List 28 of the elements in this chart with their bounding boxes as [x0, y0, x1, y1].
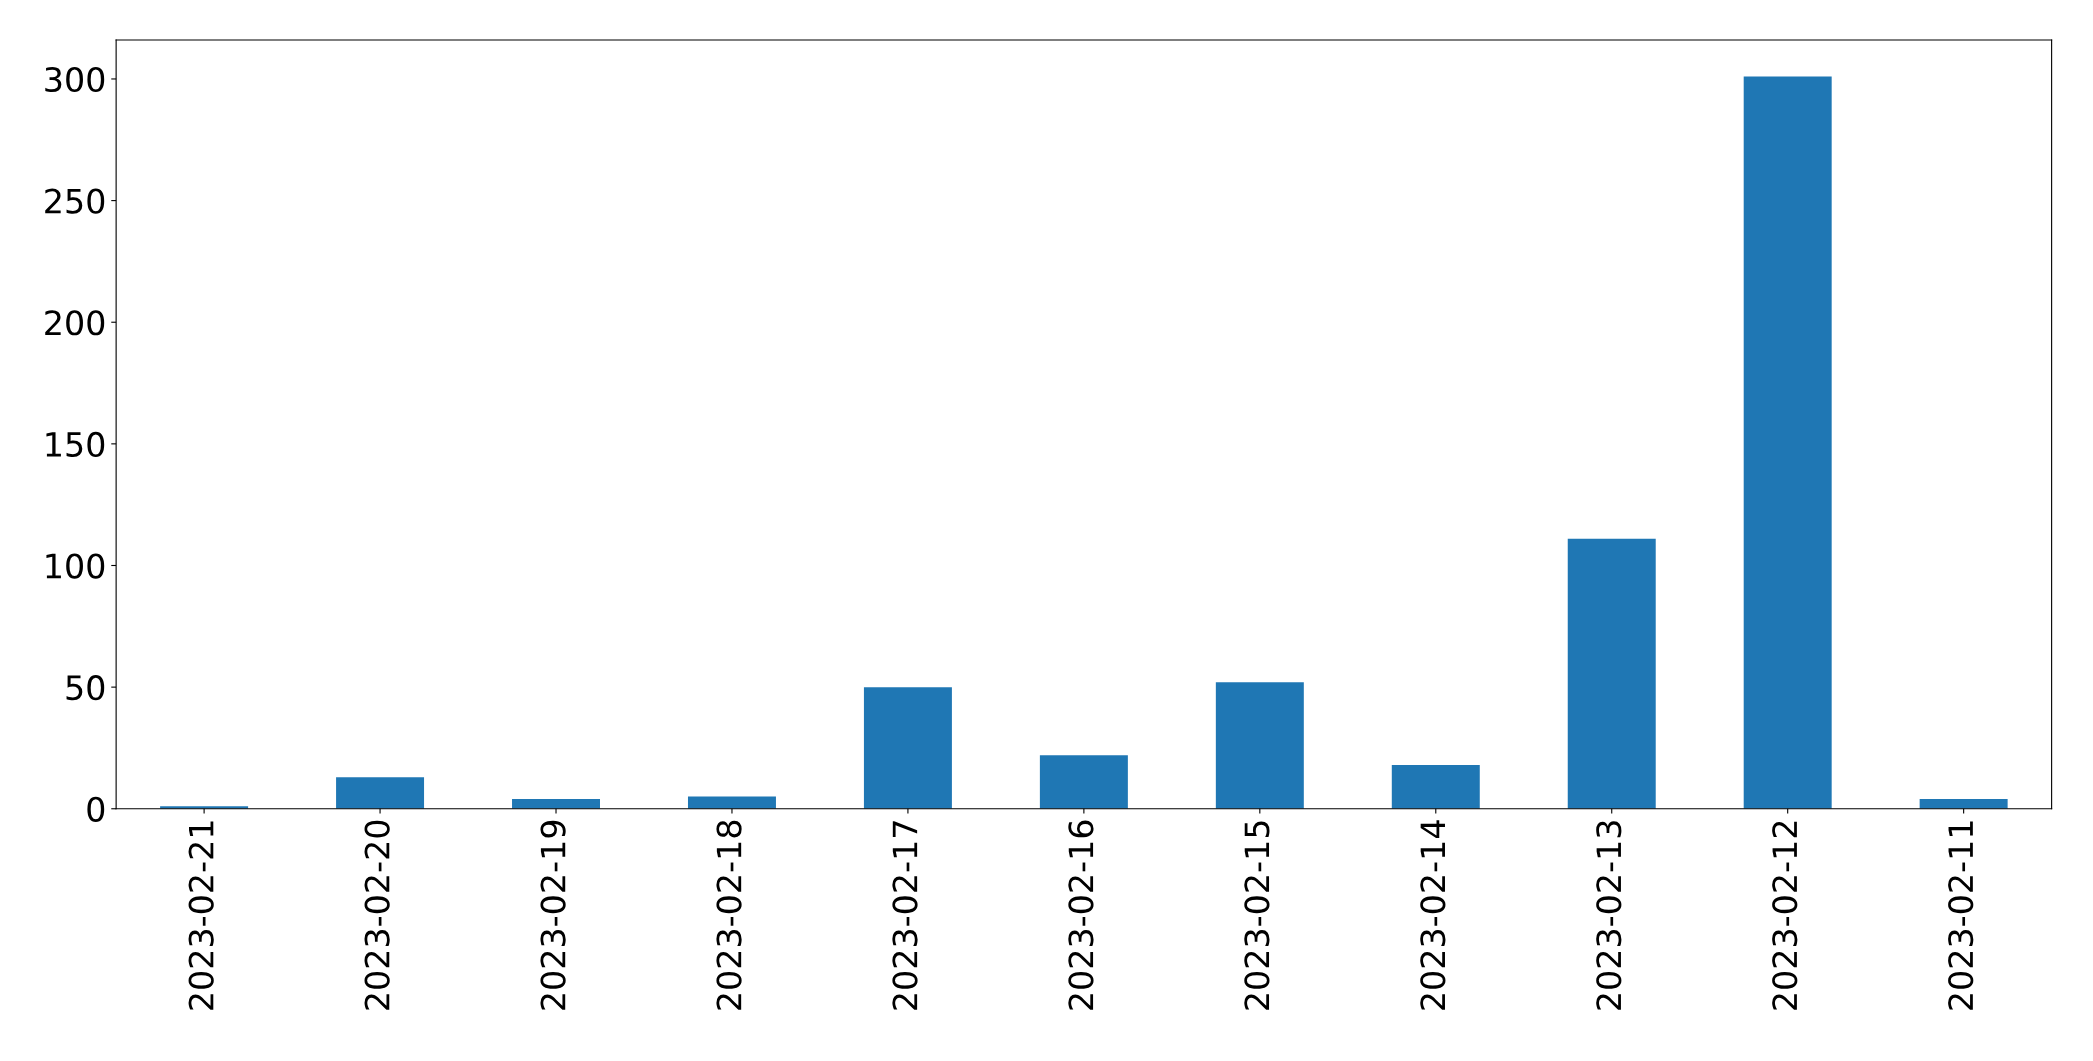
bar — [1919, 799, 2008, 809]
y-tick-label: 250 — [45, 188, 105, 214]
y-tick-label: 0 — [87, 796, 105, 822]
bar — [1039, 755, 1128, 809]
x-tick-label: 2023-02-12 — [1772, 821, 1798, 1010]
y-tick-label: 300 — [45, 66, 105, 93]
bar — [512, 799, 600, 809]
x-tick-label: 2023-02-18 — [716, 820, 742, 1010]
bar — [1743, 76, 1832, 809]
bar — [863, 687, 952, 809]
x-tick-label: 2023-02-15 — [1244, 821, 1270, 1010]
x-tick-label: 2023-02-20 — [364, 820, 390, 1010]
x-tick-label: 2023-02-11 — [1948, 821, 1974, 1010]
x-tick-label: 2023-02-21 — [188, 821, 214, 1010]
bar — [1215, 682, 1304, 809]
bar — [1567, 538, 1656, 809]
bar — [336, 777, 425, 809]
y-tick-label: 100 — [46, 553, 105, 579]
bar — [687, 796, 776, 809]
x-tick-label: 2023-02-16 — [1068, 820, 1094, 1010]
x-tick-label: 2023-02-14 — [1420, 820, 1446, 1010]
x-tick-label: 2023-02-19 — [540, 820, 566, 1010]
bar — [1391, 764, 1480, 809]
x-tick-label: 2023-02-17 — [892, 821, 918, 1010]
x-tick-label: 2023-02-13 — [1596, 821, 1622, 1010]
y-tick-label: 50 — [66, 675, 105, 701]
y-tick-label: 150 — [46, 431, 105, 457]
y-tick-label: 200 — [45, 310, 105, 336]
